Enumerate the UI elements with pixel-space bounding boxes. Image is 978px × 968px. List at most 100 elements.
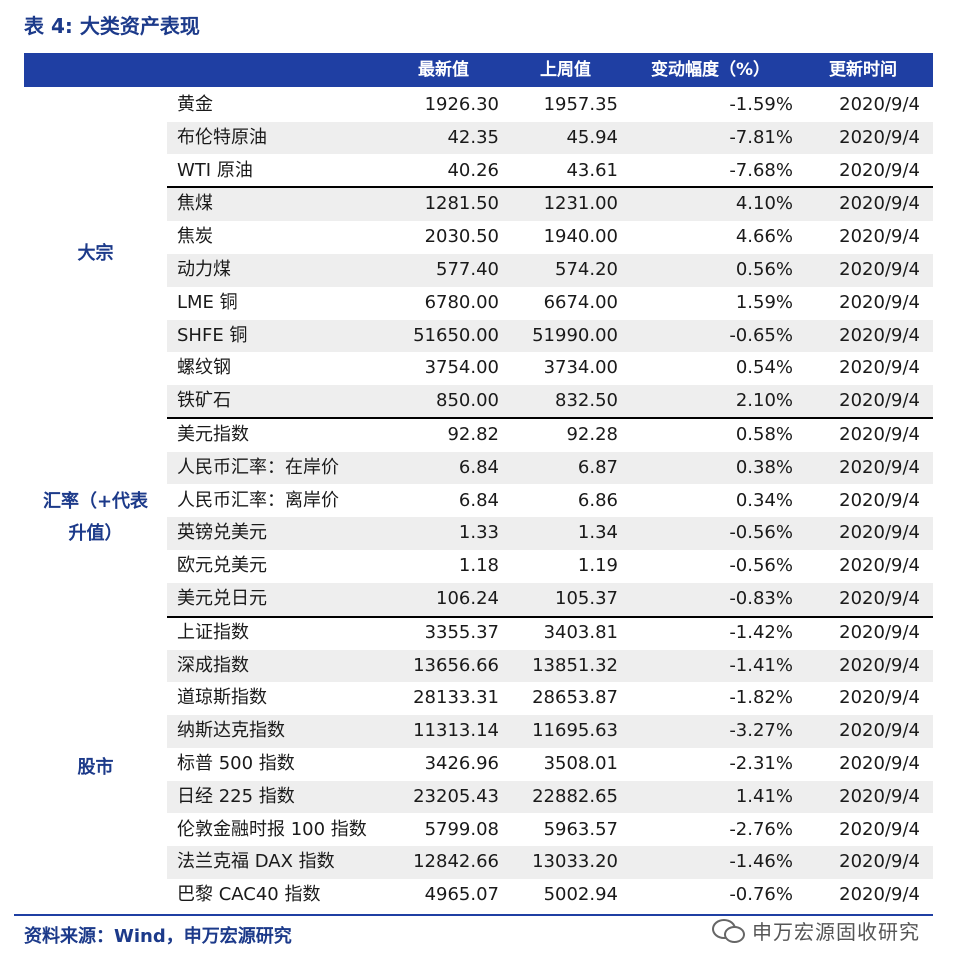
cell-latest: 1.33 — [458, 522, 499, 544]
cell-name: 日经 225 指数 — [177, 785, 295, 807]
cell-name: WTI 原油 — [177, 159, 253, 181]
table-row: 法兰克福 DAX 指数 12842.66 13033.20 -1.46% 2020/9/… — [167, 846, 933, 879]
table-row: 上证指数 3355.37 3403.81 -1.42% 2020/9/4 — [167, 617, 933, 650]
col-latest-header: 最新值 — [418, 60, 469, 80]
cell-name: SHFE 铜 — [177, 324, 248, 346]
cell-change: -2.31% — [729, 753, 793, 774]
cell-name: 黄金 — [177, 94, 213, 115]
cell-change: -0.56% — [729, 522, 793, 544]
cell-date: 2020/9/4 — [839, 357, 920, 379]
cell-change: -7.68% — [729, 159, 793, 181]
cell-date: 2020/9/4 — [839, 489, 920, 511]
cell-latest: 23205.43 — [413, 785, 499, 807]
table-row: 美元兑日元 106.24 105.37 -0.83% 2020/9/4 — [167, 583, 933, 616]
cell-name: 铁矿石 — [177, 390, 231, 412]
table-bottom-rule — [14, 914, 933, 916]
cell-name: 焦煤 — [177, 193, 213, 215]
cell-prev: 13851.32 — [532, 654, 618, 676]
cell-date: 2020/9/4 — [839, 555, 920, 577]
cell-prev: 832.50 — [555, 390, 618, 412]
group-label-line: 股市 — [77, 757, 114, 778]
cell-name: 美元兑日元 — [177, 588, 267, 609]
table-row: 黄金 1926.30 1957.35 -1.59% 2020/9/4 — [167, 89, 933, 122]
cell-change: 1.41% — [735, 785, 793, 807]
table-row: 铁矿石 850.00 832.50 2.10% 2020/9/4 — [167, 385, 933, 418]
cell-change: -7.81% — [729, 126, 793, 148]
cell-prev: 28653.87 — [532, 687, 618, 709]
cell-name: 标普 500 指数 — [177, 753, 295, 774]
group-label-line: 升值） — [68, 523, 123, 544]
wechat-icon — [712, 917, 746, 943]
watermark: 申万宏源固收研究 — [712, 912, 920, 948]
table-row: 日经 225 指数 23205.43 22882.65 1.41% 2020/9/4 — [167, 780, 933, 814]
table-row: SHFE 铜 51650.00 51990.00 -0.65% 2020/9/4 — [167, 319, 933, 353]
cell-name: 纳斯达克指数 — [177, 720, 285, 742]
cell-latest: 6780.00 — [424, 291, 499, 313]
cell-date: 2020/9/4 — [839, 291, 920, 313]
cell-change: -1.41% — [729, 654, 793, 676]
cell-name: 螺纹钢 — [177, 357, 231, 379]
cell-latest: 6.84 — [458, 489, 499, 511]
cell-latest: 850.00 — [436, 390, 499, 412]
cell-latest: 11313.14 — [413, 720, 499, 742]
cell-change: -0.76% — [729, 884, 793, 906]
cell-latest: 1281.50 — [424, 193, 499, 215]
table-row: 纳斯达克指数 11313.14 11695.63 -3.27% 2020/9/4 — [167, 715, 933, 748]
cell-date: 2020/9/4 — [839, 390, 920, 412]
group-label-commodities: 大宗 — [24, 238, 167, 270]
table-row: 巴黎 CAC40 指数 4965.07 5002.94 -0.76% 2020/9/4 — [167, 879, 933, 912]
cell-change: 0.58% — [735, 424, 793, 445]
table-title: 表 4: 大类资产表现 — [24, 14, 200, 38]
cell-prev: 574.20 — [555, 259, 618, 280]
table-row: 螺纹钢 3754.00 3734.00 0.54% 2020/9/4 — [167, 352, 933, 385]
table-header: 最新值 上周值 变动幅度（%） 更新时间 — [24, 53, 933, 87]
cell-name: 伦敦金融时报 100 指数 — [177, 818, 367, 840]
cell-name: LME 铜 — [177, 291, 238, 313]
cell-latest: 577.40 — [436, 259, 499, 280]
cell-prev: 6.86 — [577, 489, 618, 511]
cell-latest: 92.82 — [447, 424, 499, 445]
cell-change: 0.38% — [735, 456, 793, 478]
cell-latest: 3355.37 — [424, 621, 499, 643]
cell-latest: 6.84 — [458, 456, 499, 478]
cell-prev: 1231.00 — [543, 193, 618, 215]
cell-change: 2.10% — [735, 390, 793, 412]
table-row: 美元指数 92.82 92.28 0.58% 2020/9/4 — [167, 419, 933, 452]
cell-change: 1.59% — [735, 291, 793, 313]
cell-date: 2020/9/4 — [839, 94, 920, 115]
cell-name: 焦炭 — [177, 226, 213, 248]
cell-name: 人民币汇率：在岸价 — [177, 456, 339, 478]
cell-date: 2020/9/4 — [839, 753, 920, 774]
cell-prev: 3508.01 — [543, 753, 618, 774]
cell-change: -0.65% — [729, 324, 793, 346]
cell-latest: 51650.00 — [413, 324, 499, 346]
cell-change: -2.76% — [729, 818, 793, 840]
cell-change: 0.34% — [735, 489, 793, 511]
table-row: 伦敦金融时报 100 指数 5799.08 5963.57 -2.76% 2020/9/… — [167, 814, 933, 847]
cell-prev: 13033.20 — [532, 851, 618, 873]
cell-date: 2020/9/4 — [839, 884, 920, 906]
col-prev-header: 上周值 — [540, 60, 591, 80]
table-row: LME 铜 6780.00 6674.00 1.59% 2020/9/4 — [167, 287, 933, 320]
cell-latest: 13656.66 — [413, 654, 499, 676]
cell-change: 0.54% — [735, 357, 793, 379]
cell-change: -1.59% — [729, 94, 793, 115]
table-row: 动力煤 577.40 574.20 0.56% 2020/9/4 — [167, 254, 933, 287]
table-row: 人民币汇率：在岸价 6.84 6.87 0.38% 2020/9/4 — [167, 451, 933, 485]
cell-latest: 2030.50 — [424, 226, 499, 248]
cell-name: 法兰克福 DAX 指数 — [177, 851, 335, 873]
cell-prev: 45.94 — [566, 126, 618, 148]
cell-name: 上证指数 — [177, 621, 249, 643]
table-row: 焦煤 1281.50 1231.00 4.10% 2020/9/4 — [167, 188, 933, 221]
cell-date: 2020/9/4 — [839, 654, 920, 676]
cell-date: 2020/9/4 — [839, 720, 920, 742]
cell-name: 人民币汇率：离岸价 — [177, 489, 339, 511]
group-label-line: 汇率（+代表 — [42, 491, 149, 512]
cell-date: 2020/9/4 — [839, 621, 920, 643]
cell-latest: 3754.00 — [424, 357, 499, 379]
table-row: 标普 500 指数 3426.96 3508.01 -2.31% 2020/9/4 — [167, 748, 933, 781]
cell-name: 美元指数 — [177, 424, 249, 445]
cell-prev: 3403.81 — [543, 621, 618, 643]
cell-prev: 11695.63 — [532, 720, 618, 742]
cell-prev: 1957.35 — [543, 94, 618, 115]
